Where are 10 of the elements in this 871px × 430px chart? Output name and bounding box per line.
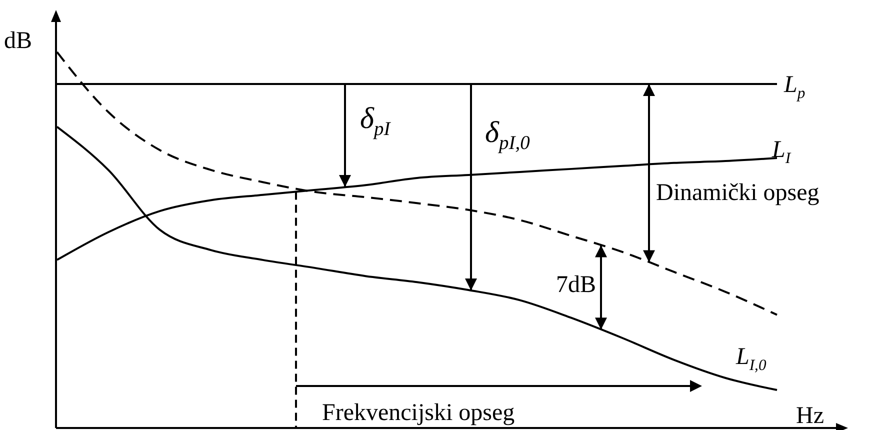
y-axis-title: dB <box>4 28 32 54</box>
annotation: 7dB <box>556 272 596 298</box>
series-label: L$_{p}$ <box>783 72 806 102</box>
annotation: Dinamički opseg <box>656 180 820 206</box>
x-axis-title: Hz <box>796 403 824 429</box>
annotation: δ$_{pI,0}$ <box>485 116 530 154</box>
series-label: L$_{I}$ <box>771 137 792 167</box>
series-label: L$_{I,0}$ <box>735 344 766 374</box>
annotation: Frekvencijski opseg <box>322 400 515 426</box>
annotation: δ$_{pI}$ <box>360 102 392 140</box>
